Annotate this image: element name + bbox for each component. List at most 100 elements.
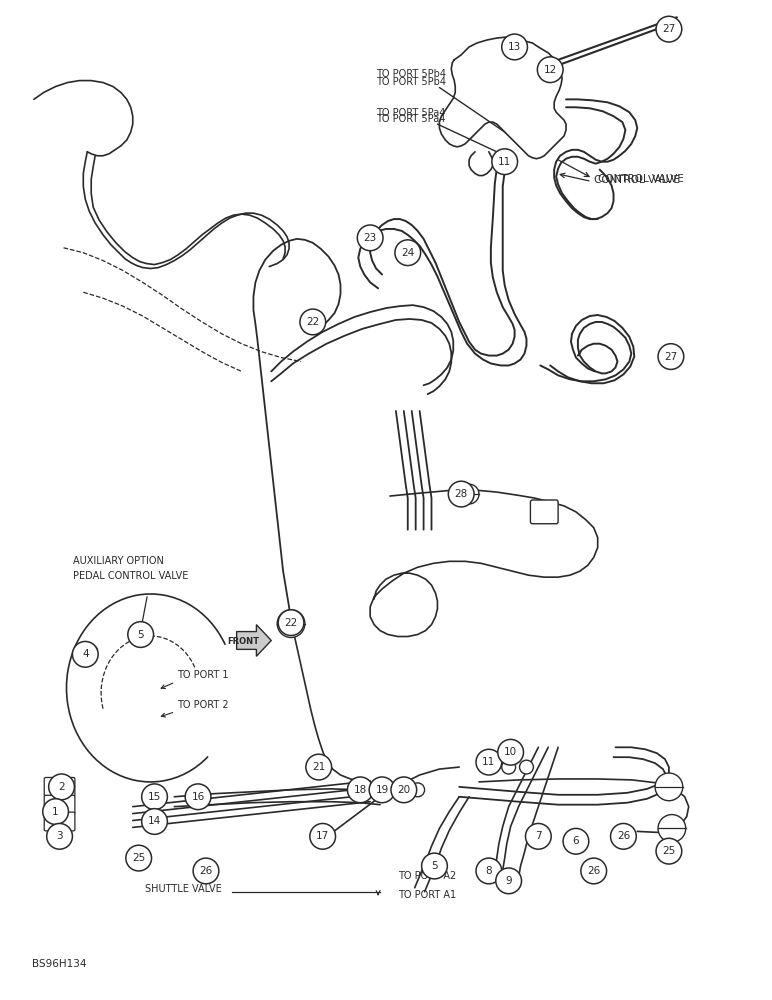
Text: 22: 22: [306, 317, 320, 327]
Circle shape: [537, 57, 563, 83]
Circle shape: [492, 149, 517, 175]
Text: 16: 16: [191, 792, 205, 802]
Circle shape: [393, 783, 407, 797]
Text: 20: 20: [398, 785, 411, 795]
Circle shape: [142, 809, 168, 834]
Text: 5: 5: [137, 630, 144, 640]
Text: 26: 26: [199, 866, 212, 876]
Circle shape: [193, 858, 218, 884]
Circle shape: [46, 823, 73, 849]
Text: 3: 3: [56, 831, 63, 841]
Text: 26: 26: [617, 831, 630, 841]
FancyBboxPatch shape: [530, 500, 558, 524]
Circle shape: [373, 783, 387, 797]
Text: 21: 21: [312, 762, 325, 772]
Circle shape: [142, 784, 168, 810]
Circle shape: [422, 853, 447, 879]
Circle shape: [310, 823, 336, 849]
Text: TO PORT 5Pa4: TO PORT 5Pa4: [376, 108, 445, 118]
Text: 10: 10: [504, 747, 517, 757]
Text: 22: 22: [284, 618, 298, 628]
Text: AUXILIARY OPTION: AUXILIARY OPTION: [73, 556, 164, 566]
Circle shape: [476, 858, 502, 884]
Text: 4: 4: [82, 649, 89, 659]
Circle shape: [73, 641, 98, 667]
Text: 14: 14: [148, 816, 161, 826]
Circle shape: [391, 777, 417, 803]
Circle shape: [520, 760, 533, 774]
Text: TO PORT 2: TO PORT 2: [178, 700, 229, 710]
Circle shape: [49, 774, 74, 800]
Circle shape: [354, 783, 367, 797]
Text: 13: 13: [508, 42, 521, 52]
Text: TO PORT 5Pb4: TO PORT 5Pb4: [376, 69, 446, 79]
Text: TO PORT A2: TO PORT A2: [398, 871, 456, 881]
Text: TO PORT 5Pb4: TO PORT 5Pb4: [376, 77, 446, 87]
Circle shape: [369, 777, 395, 803]
Circle shape: [136, 630, 146, 639]
Circle shape: [658, 815, 686, 842]
Text: 19: 19: [375, 785, 388, 795]
Circle shape: [482, 760, 496, 774]
Circle shape: [496, 868, 522, 894]
Circle shape: [656, 838, 682, 864]
Circle shape: [277, 610, 305, 637]
Text: 25: 25: [662, 846, 676, 856]
Text: 8: 8: [486, 866, 493, 876]
Circle shape: [126, 845, 151, 871]
Text: SHUTTLE VALVE: SHUTTLE VALVE: [144, 884, 222, 894]
Circle shape: [526, 823, 551, 849]
Circle shape: [411, 783, 425, 797]
Circle shape: [581, 858, 607, 884]
Text: 27: 27: [662, 24, 676, 34]
Circle shape: [656, 16, 682, 42]
Circle shape: [278, 610, 304, 636]
Text: CONTROL VALVE: CONTROL VALVE: [598, 174, 683, 184]
Text: 15: 15: [148, 792, 161, 802]
Text: TO PORT 5Pa4: TO PORT 5Pa4: [376, 114, 445, 124]
Text: 28: 28: [455, 489, 468, 499]
Text: 23: 23: [364, 233, 377, 243]
Text: 24: 24: [401, 248, 415, 258]
Circle shape: [611, 823, 636, 849]
Text: 11: 11: [482, 757, 496, 767]
Circle shape: [658, 344, 684, 369]
Circle shape: [128, 622, 154, 647]
Text: FRONT: FRONT: [228, 637, 259, 646]
Circle shape: [300, 309, 326, 335]
Circle shape: [449, 481, 474, 507]
FancyBboxPatch shape: [44, 795, 75, 814]
FancyBboxPatch shape: [44, 812, 75, 831]
Text: 27: 27: [664, 352, 678, 362]
Text: CONTROL VALVE: CONTROL VALVE: [594, 175, 679, 185]
Text: 12: 12: [543, 65, 557, 75]
FancyBboxPatch shape: [44, 777, 75, 796]
Text: 25: 25: [132, 853, 145, 863]
Text: TO PORT A1: TO PORT A1: [398, 890, 456, 900]
Circle shape: [306, 754, 332, 780]
Circle shape: [395, 240, 421, 266]
Circle shape: [502, 34, 527, 60]
Circle shape: [347, 777, 373, 803]
Text: 9: 9: [506, 876, 512, 886]
Circle shape: [502, 760, 516, 774]
Text: 17: 17: [316, 831, 330, 841]
Text: 11: 11: [498, 157, 511, 167]
Circle shape: [88, 645, 98, 655]
Text: 26: 26: [587, 866, 601, 876]
Circle shape: [498, 739, 523, 765]
Circle shape: [563, 828, 589, 854]
Circle shape: [42, 799, 69, 824]
Text: 2: 2: [58, 782, 65, 792]
Text: 6: 6: [573, 836, 579, 846]
Text: BS96H134: BS96H134: [32, 959, 86, 969]
Circle shape: [459, 484, 479, 504]
Text: 18: 18: [354, 785, 367, 795]
Circle shape: [655, 773, 682, 801]
Polygon shape: [237, 625, 271, 656]
Text: TO PORT 1: TO PORT 1: [178, 670, 229, 680]
Circle shape: [476, 749, 502, 775]
Text: 7: 7: [535, 831, 542, 841]
Circle shape: [185, 784, 211, 810]
Text: 1: 1: [52, 807, 59, 817]
